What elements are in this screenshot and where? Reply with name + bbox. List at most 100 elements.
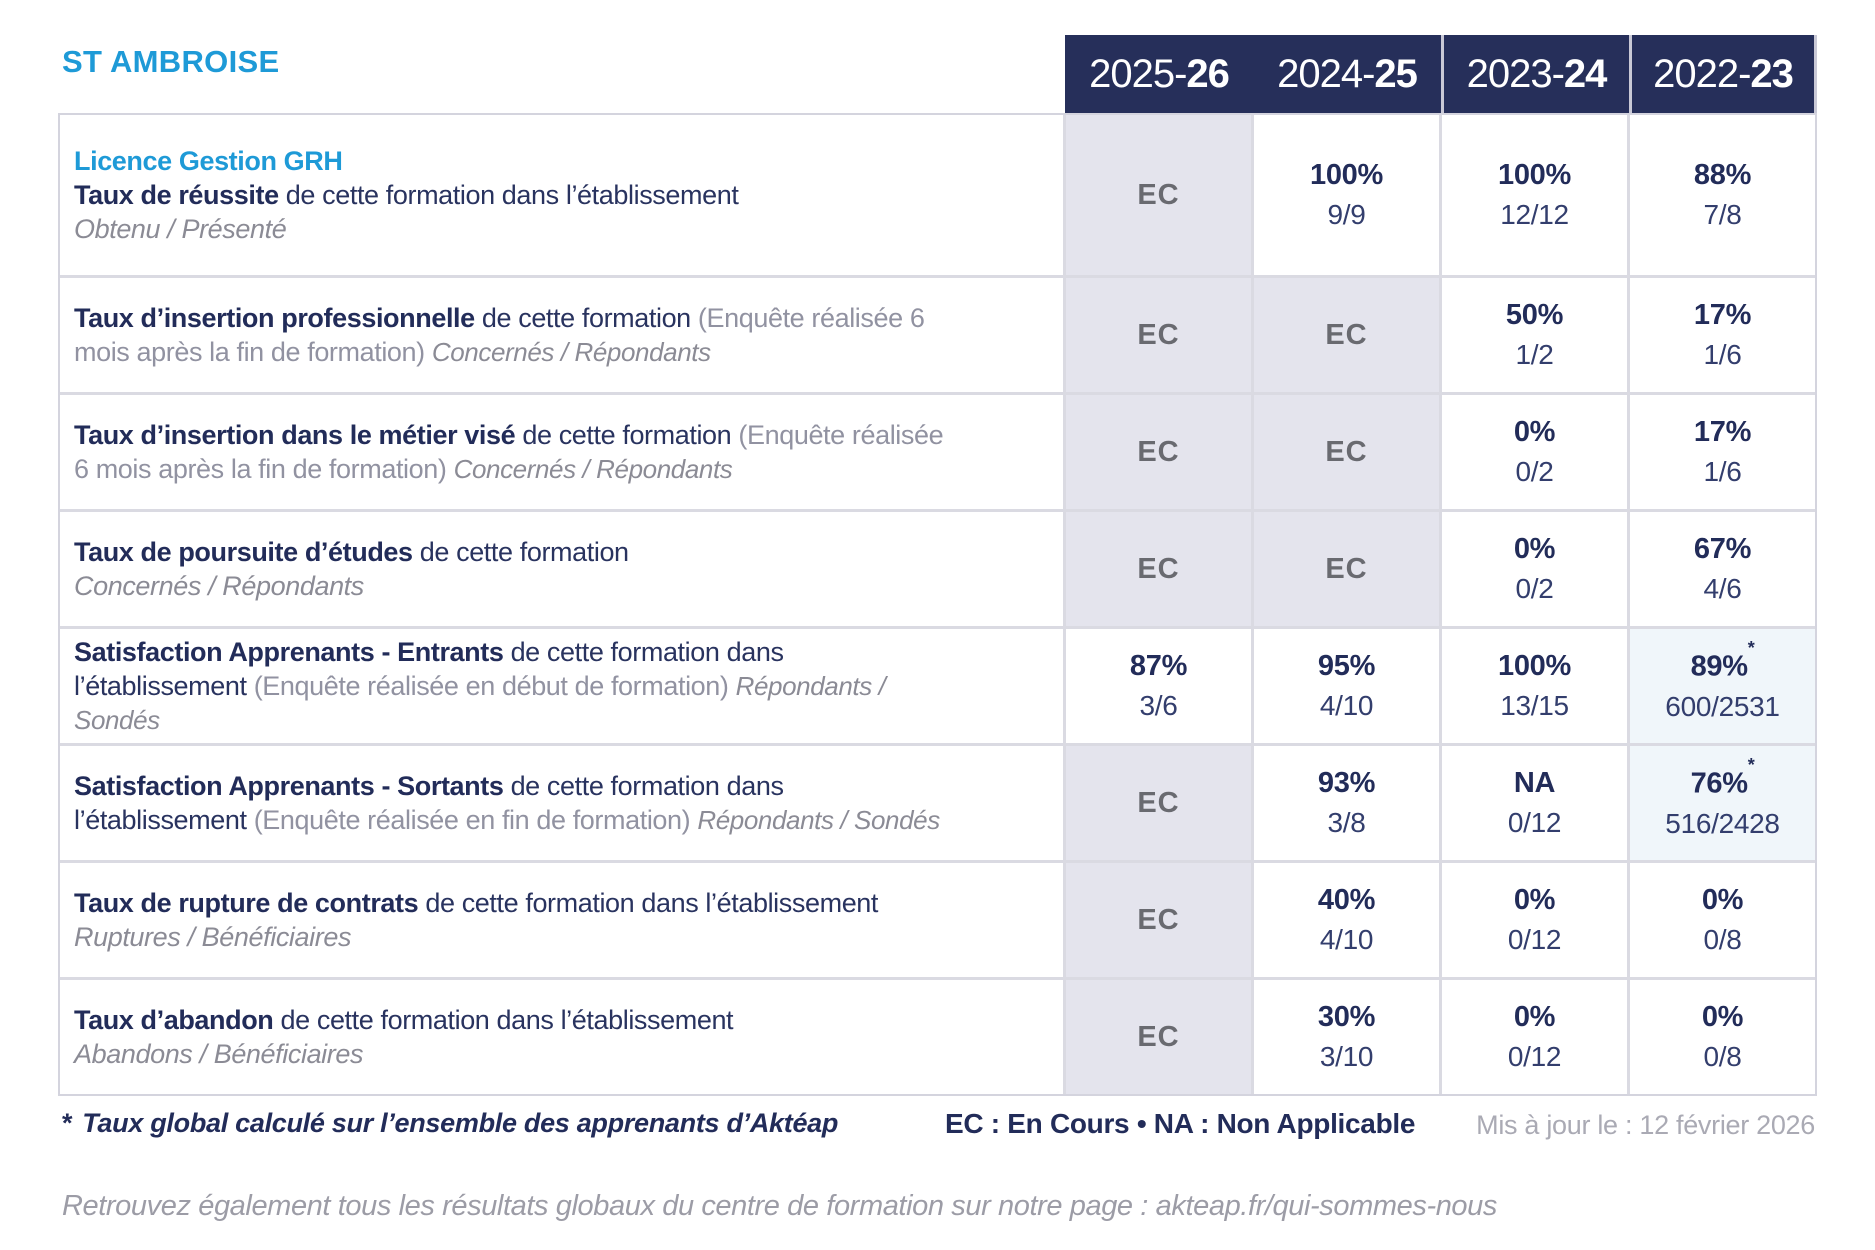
value-cell: 0% 0/8 — [1627, 863, 1815, 977]
year-prefix: 2024- — [1277, 51, 1375, 96]
row-label: Taux de rupture de contrats de cette for… — [60, 863, 1063, 977]
pct-value: 88% — [1693, 159, 1752, 191]
metric-title: Taux d’abandon — [74, 1005, 274, 1035]
year-header-2023-24: 2023- 24 — [1441, 35, 1629, 113]
value-cell: 50% 1/2 — [1439, 278, 1627, 392]
frac-value: 0/8 — [1703, 924, 1742, 955]
value-cell: 17% 1/6 — [1627, 278, 1815, 392]
value-cell-ec: EC — [1063, 863, 1251, 977]
metric-desc: de cette formation — [515, 420, 739, 450]
frac-value: 7/8 — [1703, 199, 1742, 230]
pct-value: 95% — [1317, 650, 1376, 682]
value-cell: 40% 4/10 — [1251, 863, 1439, 977]
metric-line: Taux d’abandon de cette formation dans l… — [74, 1003, 963, 1037]
ec-label: EC — [1137, 552, 1180, 585]
table-row-poursuite-etudes: Taux de poursuite d’études de cette form… — [60, 509, 1815, 626]
metric-sublabel: Répondants / Sondés — [697, 805, 940, 835]
metric-line: Satisfaction Apprenants - Entrants de ce… — [74, 635, 963, 737]
value-cell: 100% 13/15 — [1439, 629, 1627, 743]
abbreviation-legend: EC : En Cours • NA : Non Applicable — [945, 1108, 1416, 1139]
row-label: Satisfaction Apprenants - Sortants de ce… — [60, 746, 1063, 860]
website-note: Retrouvez également tous les résultats g… — [62, 1190, 1497, 1222]
value-cell: 100% 9/9 — [1251, 115, 1439, 275]
metric-line: Taux de poursuite d’études de cette form… — [74, 535, 963, 569]
metric-title: Satisfaction Apprenants - Entrants — [74, 637, 504, 667]
row-label: Taux d’insertion dans le métier visé de … — [60, 395, 1063, 509]
frac-value: 3/10 — [1319, 1041, 1374, 1072]
table-row-rupture-contrats: Taux de rupture de contrats de cette for… — [60, 860, 1815, 977]
frac-value: 9/9 — [1327, 199, 1366, 230]
frac-value: 1/2 — [1515, 339, 1554, 370]
pct-value: 0% — [1513, 1001, 1556, 1033]
metric-title: Taux de rupture de contrats — [74, 888, 419, 918]
global-rate-note: * Taux global calculé sur l’ensemble des … — [62, 1108, 838, 1139]
ec-label: EC — [1137, 903, 1180, 936]
footnote-row: * Taux global calculé sur l’ensemble des … — [58, 1108, 1817, 1150]
metric-desc: de cette formation dans l’établissement — [74, 771, 784, 835]
row-label: Satisfaction Apprenants - Entrants de ce… — [60, 629, 1063, 743]
table-row-insertion-professionnelle: Taux d’insertion professionnelle de cett… — [60, 275, 1815, 392]
frac-value: 4/10 — [1319, 924, 1374, 955]
metric-line: Taux d’insertion dans le métier visé de … — [74, 418, 963, 486]
value-cell-ec: EC — [1251, 395, 1439, 509]
frac-value: 1/6 — [1703, 456, 1742, 487]
frac-value: 3/6 — [1139, 690, 1178, 721]
year-suffix: 25 — [1374, 51, 1417, 96]
pct-value: 0% — [1513, 416, 1556, 448]
frac-value: 13/15 — [1500, 690, 1569, 721]
asterisk-marker: * — [1747, 755, 1755, 776]
metric-title: Taux de poursuite d’études — [74, 537, 413, 567]
metric-title: Satisfaction Apprenants - Sortants — [74, 771, 504, 801]
value-cell-ec: EC — [1063, 115, 1251, 275]
metric-sublabel: Obtenu / Présenté — [74, 214, 287, 244]
table-row-taux-reussite: Licence Gestion GRH Taux de réussite de … — [60, 115, 1815, 275]
pct-value: 0% — [1701, 1001, 1744, 1033]
frac-value: 600/2531 — [1665, 690, 1780, 722]
program-title: Licence Gestion GRH — [74, 146, 343, 176]
pct-value: 30% — [1317, 1001, 1376, 1033]
year-header-2025-26: 2025- 26 — [1065, 35, 1253, 113]
year-prefix: 2025- — [1089, 51, 1187, 96]
asterisk-marker: * — [62, 1108, 73, 1138]
pct-value: 76%* — [1691, 755, 1755, 801]
value-cell-ec: EC — [1063, 980, 1251, 1094]
metric-desc: de cette formation dans l’établissement — [74, 637, 784, 701]
year-prefix: 2022- — [1653, 51, 1751, 96]
metric-paren: (Enquête réalisée 6 mois après la fin de… — [74, 303, 925, 367]
ec-label: EC — [1325, 552, 1368, 585]
pct-value: 93% — [1317, 767, 1376, 799]
metric-sublabel: Abandons / Bénéficiaires — [74, 1039, 364, 1069]
metric-sublabel: Ruptures / Bénéficiaires — [74, 922, 352, 952]
table-row-abandon: Taux d’abandon de cette formation dans l… — [60, 977, 1815, 1094]
ec-label: EC — [1137, 786, 1180, 819]
value-cell: 0% 0/12 — [1439, 980, 1627, 1094]
frac-value: 4/6 — [1703, 573, 1742, 604]
pct-value: 40% — [1317, 884, 1376, 916]
metric-paren: (Enquête réalisée 6 mois après la fin de… — [74, 420, 944, 484]
metric-paren: (Enquête réalisée en début de formation) — [253, 671, 736, 701]
value-cell-global: 89%* 600/2531 — [1627, 629, 1815, 743]
frac-value: 0/12 — [1507, 807, 1562, 838]
ec-label: EC — [1325, 435, 1368, 468]
metric-title: Taux d’insertion professionnelle — [74, 303, 475, 333]
value-cell-global: 76%* 516/2428 — [1627, 746, 1815, 860]
table-row-insertion-metier: Taux d’insertion dans le métier visé de … — [60, 392, 1815, 509]
pct-value: 100% — [1498, 650, 1571, 682]
value-cell-ec: EC — [1063, 512, 1251, 626]
year-prefix: 2023- — [1466, 51, 1565, 96]
pct-value: 50% — [1505, 299, 1564, 331]
metric-sublabel: Répondants / Sondés — [74, 671, 886, 735]
metric-desc: de cette formation — [412, 537, 629, 567]
value-cell: 17% 1/6 — [1627, 395, 1815, 509]
metric-paren: (Enquête réalisée en fin de formation) — [253, 805, 698, 835]
value-cell: 95% 4/10 — [1251, 629, 1439, 743]
ec-label: EC — [1325, 318, 1368, 351]
value-cell-ec: EC — [1063, 395, 1251, 509]
pct-value: NA — [1513, 767, 1556, 799]
pct-value: 0% — [1701, 884, 1744, 916]
metric-desc: de cette formation dans l’établissement — [278, 180, 739, 210]
pct-value: 0% — [1513, 533, 1556, 565]
value-cell: 0% 0/12 — [1439, 863, 1627, 977]
pct-value: 87% — [1129, 650, 1188, 682]
